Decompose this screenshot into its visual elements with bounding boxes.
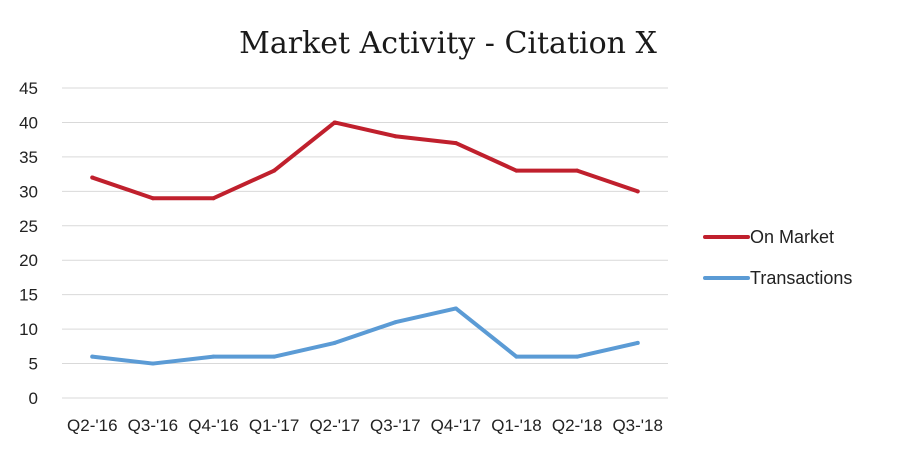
x-tick-label: Q4-'16	[188, 416, 239, 435]
legend-label: On Market	[750, 227, 834, 247]
x-tick-label: Q3-'16	[128, 416, 179, 435]
series-line-1	[90, 306, 640, 366]
y-tick-label: 40	[19, 113, 38, 132]
y-tick-label: 10	[19, 320, 38, 339]
legend-item: On Market	[703, 227, 834, 247]
series-lines	[90, 120, 640, 366]
legend: On Market Transactions	[703, 227, 852, 288]
data-point	[272, 354, 277, 359]
y-axis-ticks: 0 5 10 15 20 25 30 35 40 45	[19, 79, 38, 408]
data-point	[453, 306, 458, 311]
data-point	[514, 354, 519, 359]
x-tick-label: Q2-'16	[67, 416, 118, 435]
data-point	[150, 196, 155, 201]
data-point	[575, 168, 580, 173]
data-point	[635, 189, 640, 194]
x-tick-label: Q4-'17	[431, 416, 482, 435]
x-axis-ticks: Q2-'16 Q3-'16 Q4-'16 Q1-'17 Q2-'17 Q3-'17 Q4-'…	[67, 416, 663, 435]
data-point	[211, 196, 216, 201]
y-tick-label: 15	[19, 286, 38, 305]
data-point	[90, 354, 95, 359]
legend-item: Transactions	[703, 268, 852, 288]
data-point	[453, 141, 458, 146]
y-tick-label: 45	[19, 79, 38, 98]
data-point	[272, 168, 277, 173]
x-tick-label: Q3-'18	[612, 416, 663, 435]
data-point	[575, 354, 580, 359]
x-tick-label: Q1-'17	[249, 416, 300, 435]
data-point	[150, 361, 155, 366]
x-tick-label: Q2-'17	[309, 416, 360, 435]
data-point	[635, 340, 640, 345]
gridlines	[62, 87, 668, 399]
data-point	[332, 340, 337, 345]
data-point	[90, 175, 95, 180]
series-line-0	[90, 120, 640, 201]
y-tick-label: 30	[19, 182, 38, 201]
data-point	[514, 168, 519, 173]
y-tick-label: 25	[19, 217, 38, 236]
data-point	[332, 120, 337, 125]
chart-title: Market Activity - Citation X	[239, 26, 657, 61]
data-point	[211, 354, 216, 359]
y-tick-label: 5	[29, 355, 38, 374]
data-point	[393, 134, 398, 139]
x-tick-label: Q1-'18	[491, 416, 542, 435]
data-point	[393, 320, 398, 325]
y-tick-label: 0	[29, 389, 38, 408]
y-tick-label: 20	[19, 251, 38, 270]
x-tick-label: Q3-'17	[370, 416, 421, 435]
x-tick-label: Q2-'18	[552, 416, 603, 435]
y-tick-label: 35	[19, 148, 38, 167]
legend-label: Transactions	[750, 268, 852, 288]
